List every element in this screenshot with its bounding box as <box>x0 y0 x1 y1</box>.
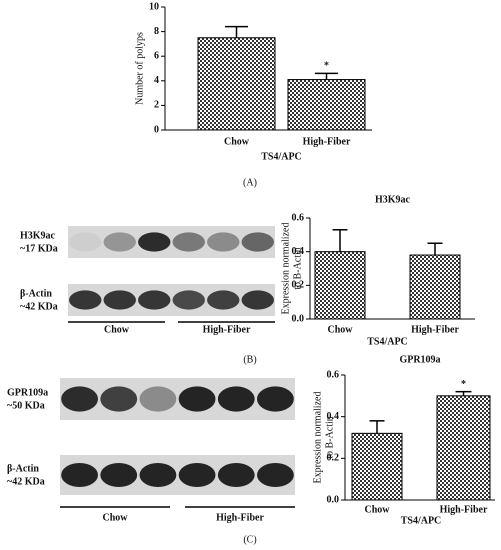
bar <box>409 254 461 320</box>
x-axis-label: TS4/APC <box>367 336 408 347</box>
x-tick-label: High-Fiber <box>440 504 488 515</box>
blot-band <box>69 290 102 310</box>
bar <box>197 37 276 131</box>
bar <box>436 395 491 501</box>
blot-band <box>241 232 274 252</box>
blot-band <box>172 232 205 252</box>
bar <box>351 432 403 501</box>
blot-band <box>178 463 216 487</box>
blot-band <box>241 290 274 310</box>
blot-band <box>103 232 136 252</box>
blot-band <box>138 290 171 310</box>
blot-band <box>69 232 102 252</box>
blot-band <box>103 290 136 310</box>
panel-label: (C) <box>243 534 256 545</box>
blot-band <box>172 290 205 310</box>
y-tick-label: 0.4 <box>327 411 340 422</box>
blot-band <box>139 386 177 412</box>
blot-band <box>138 232 171 252</box>
blot-label: β-Actin <box>7 463 39 474</box>
bar <box>287 79 366 131</box>
y-axis-label: Expression normalized <box>312 392 323 484</box>
panel-label: (A) <box>243 177 257 188</box>
x-axis-label: TS4/APC <box>261 151 302 162</box>
blot-label: H3K9ac <box>20 230 56 241</box>
y-tick-label: 0.0 <box>327 494 340 505</box>
blot-band <box>257 386 294 412</box>
y-axis-label: Expression normalized <box>280 223 291 315</box>
x-tick-label: Chow <box>224 136 250 147</box>
blot-strip <box>60 455 295 495</box>
y-tick-label: 0 <box>154 124 159 135</box>
blot-strip <box>68 284 275 316</box>
annotation: * <box>324 61 329 72</box>
x-tick-label: High-Fiber <box>411 324 459 335</box>
blot-size: ~42 KDa <box>20 301 58 312</box>
blot-band <box>61 386 98 412</box>
x-axis-label: TS4/APC <box>401 515 442 526</box>
blot-band <box>207 290 240 310</box>
y-tick-label: 0.6 <box>292 212 305 223</box>
y-tick-label: 0.2 <box>327 453 340 464</box>
y-tick-label: 2 <box>154 100 159 111</box>
chart-title: H3K9ac <box>375 194 411 205</box>
blot-size: ~42 KDa <box>7 476 45 487</box>
blot-label: GPR109a <box>7 387 48 398</box>
blot-band <box>257 463 294 487</box>
blot-size: ~17 KDa <box>20 243 58 254</box>
x-tick-label: Chow <box>327 324 353 335</box>
panel-label: (B) <box>243 354 256 365</box>
blot-strip <box>60 378 295 420</box>
y-tick-label: 8 <box>154 26 159 37</box>
y-axis-label: to B-Actin <box>324 416 335 459</box>
group-label: High-Fiber <box>216 512 264 523</box>
blot-band <box>61 463 98 487</box>
y-tick-label: 4 <box>154 75 159 86</box>
blot-band <box>178 386 216 412</box>
chart-title: GPR109a <box>399 354 440 365</box>
y-tick-label: 6 <box>154 50 159 61</box>
y-tick-label: 0.0 <box>292 313 305 324</box>
blot-band <box>217 386 255 412</box>
blot-label: β-Actin <box>20 288 52 299</box>
blot-strip <box>68 226 275 258</box>
annotation: * <box>461 379 466 390</box>
blot-size: ~50 KDa <box>7 400 45 411</box>
group-label: Chow <box>102 512 128 523</box>
bar <box>314 251 366 320</box>
blot-band <box>100 463 138 487</box>
y-tick-label: 10 <box>149 1 159 12</box>
y-axis-label: to B-Actin <box>292 247 303 290</box>
blot-band <box>100 386 138 412</box>
group-label: Chow <box>104 324 130 335</box>
y-tick-label: 0.6 <box>327 369 340 380</box>
blot-band <box>207 232 240 252</box>
group-label: High-Fiber <box>203 324 251 335</box>
y-tick-label: 0.2 <box>292 280 305 291</box>
y-tick-label: 0.4 <box>292 246 305 257</box>
blot-band <box>139 463 177 487</box>
y-axis-label: Number of polyps <box>134 32 145 105</box>
x-tick-label: Chow <box>364 504 390 515</box>
blot-band <box>217 463 255 487</box>
x-tick-label: High-Fiber <box>303 136 351 147</box>
